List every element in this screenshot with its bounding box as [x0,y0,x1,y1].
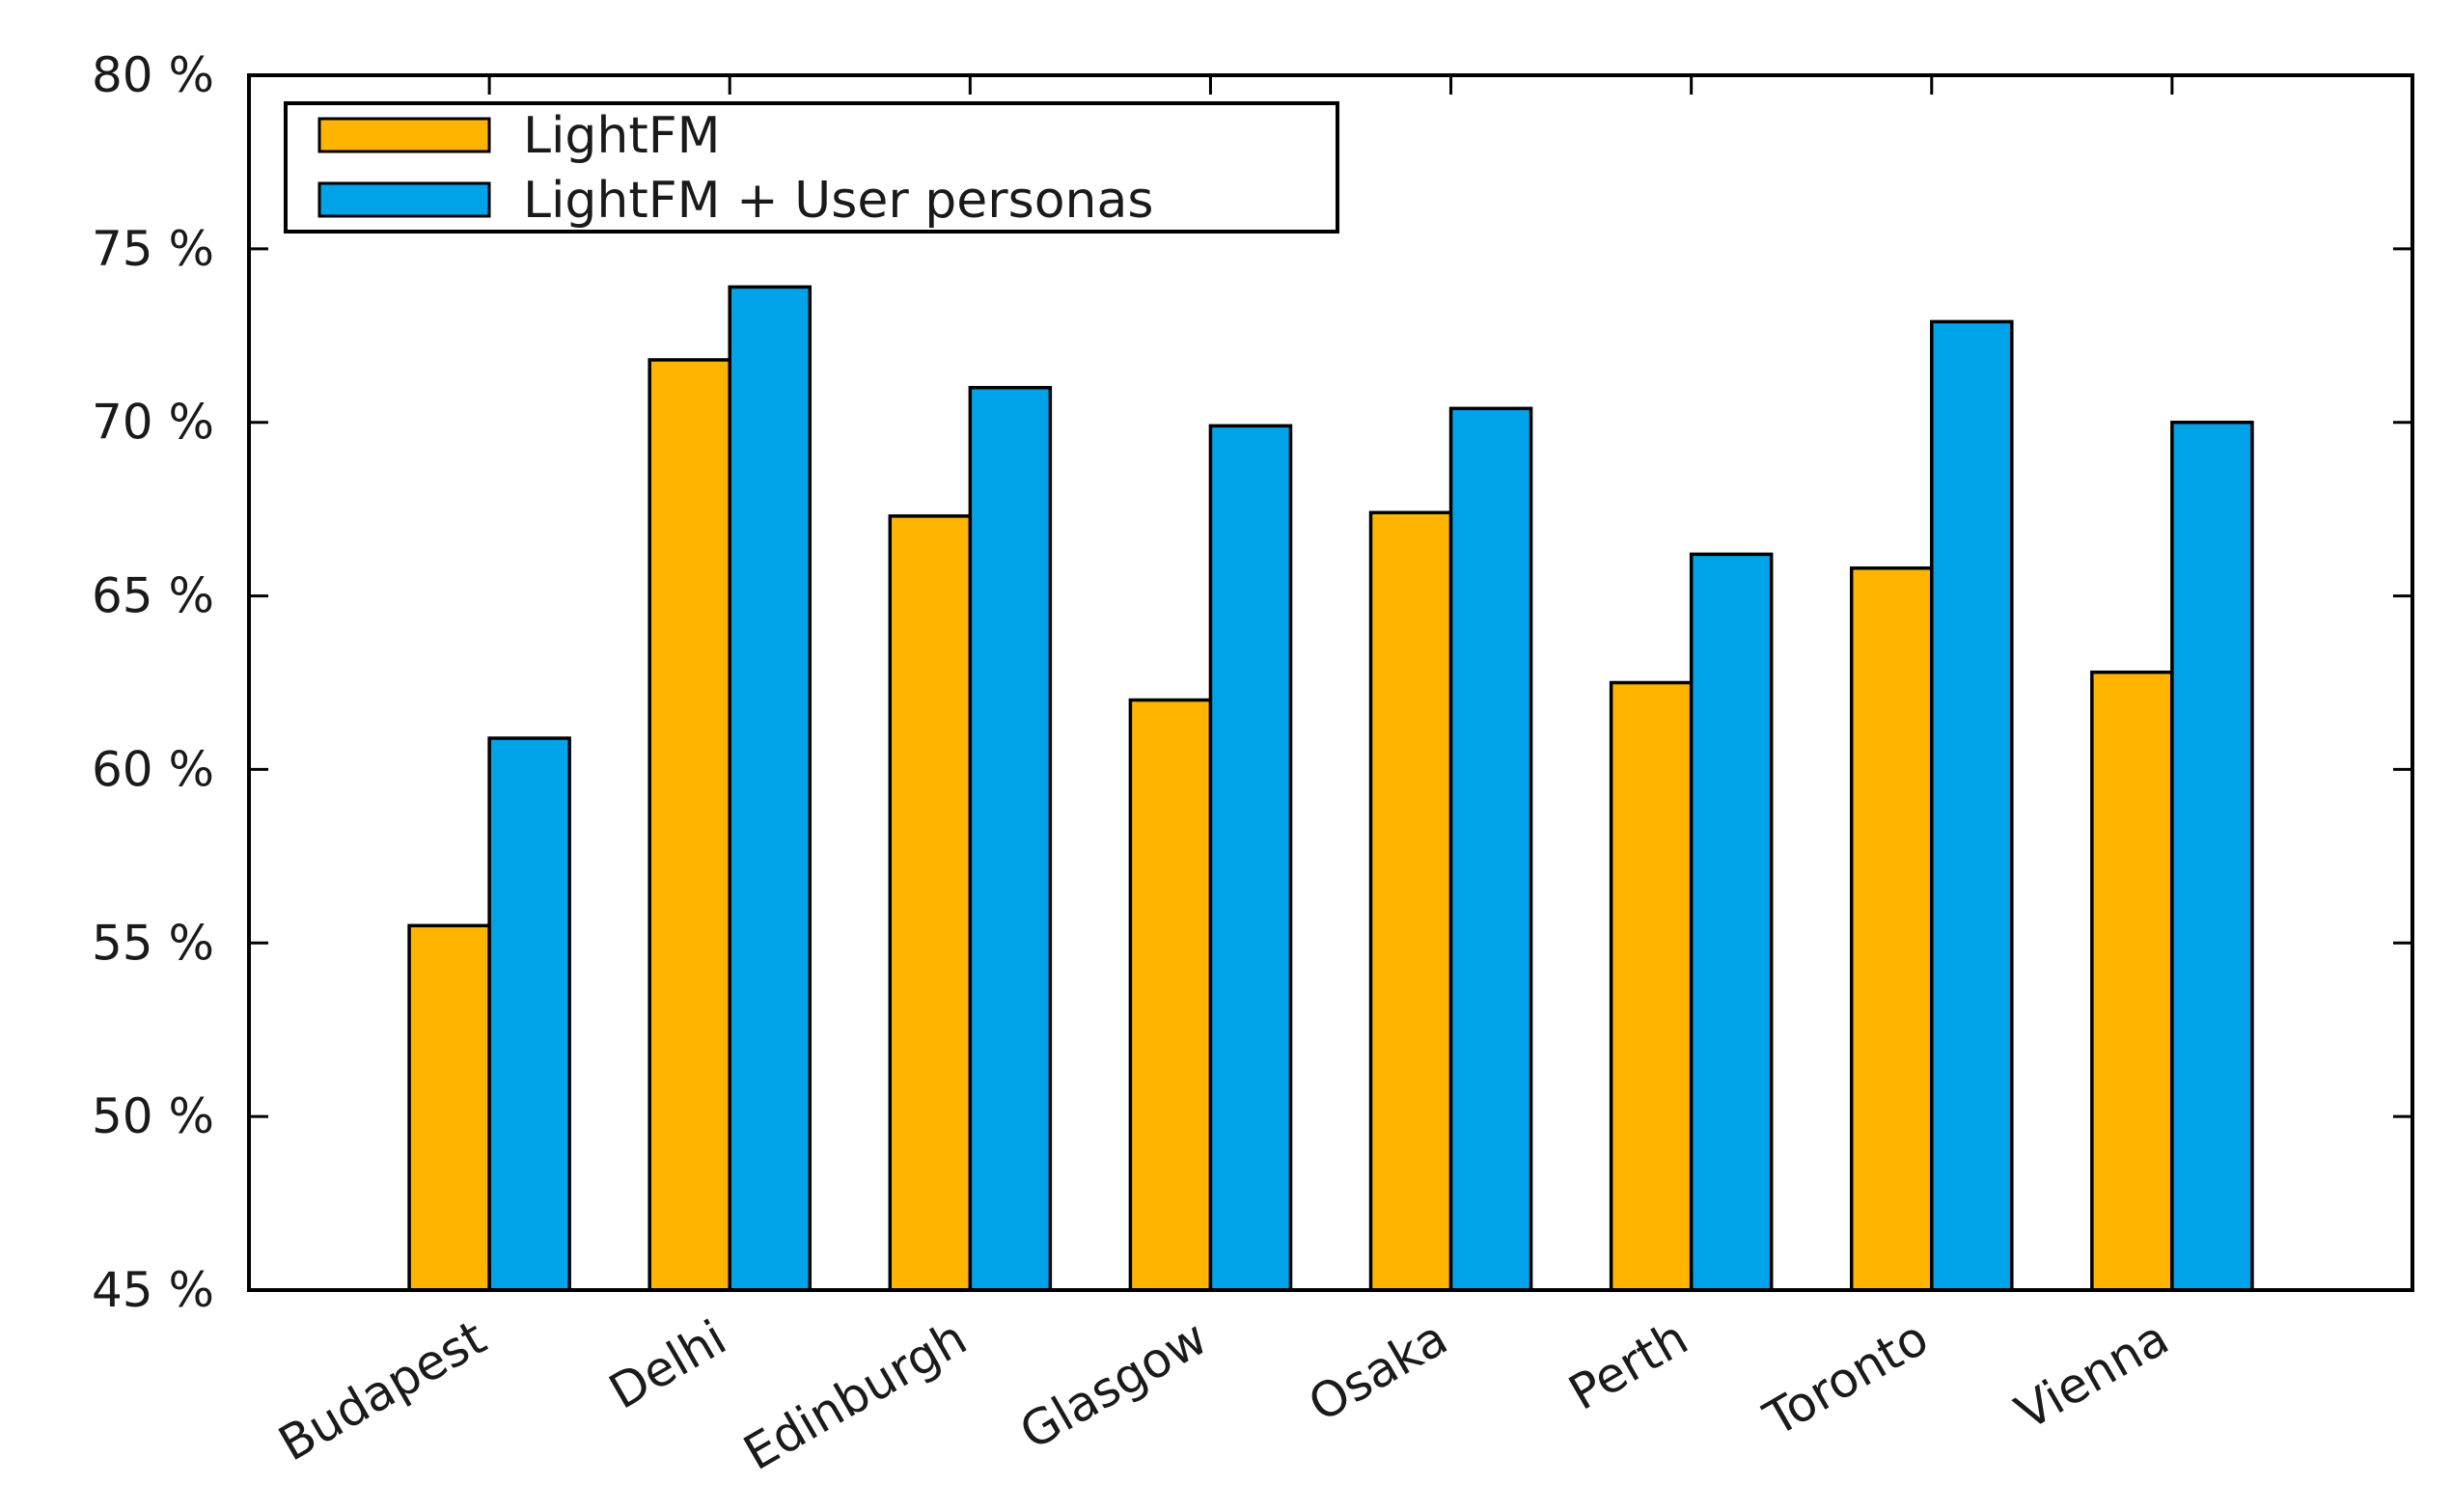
y-tick-label: 75 % [92,221,214,277]
bar-toronto-lightfm [1849,566,1934,1292]
y-tick-label: 45 % [92,1262,214,1318]
legend-label-lightfm-user-personas: LightFM + User personas [523,172,1153,230]
y-tick-label: 60 % [92,741,214,797]
plot-frame [247,73,2414,1292]
bar-vienna-lightfm [2090,670,2174,1292]
x-tick-label-vienna: Vienna [2006,1309,2178,1441]
legend-label-lightfm: LightFM [523,107,721,165]
y-tick-label: 80 % [92,47,214,103]
x-tick-label-glasgow: Glasgow [1010,1309,1216,1461]
x-tick-label-osaka: Osaka [1300,1309,1457,1433]
y-tick-label: 50 % [92,1088,214,1144]
bar-edinburgh-lightfm-user-personas [968,385,1053,1292]
y-tick-label: 70 % [92,395,214,451]
x-tick-label-perth: Perth [1559,1309,1696,1421]
x-tick-label-budapest: Budapest [269,1309,495,1471]
bar-budapest-lightfm-user-personas [487,736,571,1292]
bar-vienna-lightfm-user-personas [2170,420,2254,1292]
bar-glasgow-lightfm [1128,698,1213,1292]
bar-delhi-lightfm-user-personas [728,285,813,1292]
y-tick-label: 65 % [92,568,214,624]
bar-glasgow-lightfm-user-personas [1208,424,1293,1292]
x-tick-label-edinburgh: Edinburgh [734,1309,976,1481]
legend-swatch-lightfm-user-personas [317,181,491,218]
bar-delhi-lightfm [647,358,731,1292]
bar-budapest-lightfm [407,923,491,1292]
bar-osaka-lightfm [1368,510,1453,1292]
x-tick-label-delhi: Delhi [600,1309,736,1420]
legend-swatch-lightfm [317,117,491,153]
ticks-layer [249,73,2412,1292]
x-tick-label-toronto: Toronto [1754,1309,1938,1447]
bar-perth-lightfm [1609,680,1694,1292]
bar-edinburgh-lightfm [888,514,973,1292]
legend: LightFM LightFM + User personas [284,101,1339,234]
y-axis-labels: 45 % 50 % 55 % 60 % 65 % 70 % 75 % 80 % [92,47,214,1318]
bars-layer [407,285,2254,1292]
bar-toronto-lightfm-user-personas [1930,319,2014,1292]
bar-osaka-lightfm-user-personas [1448,406,1533,1292]
bar-perth-lightfm-user-personas [1689,552,1774,1292]
y-tick-label: 55 % [92,915,214,971]
